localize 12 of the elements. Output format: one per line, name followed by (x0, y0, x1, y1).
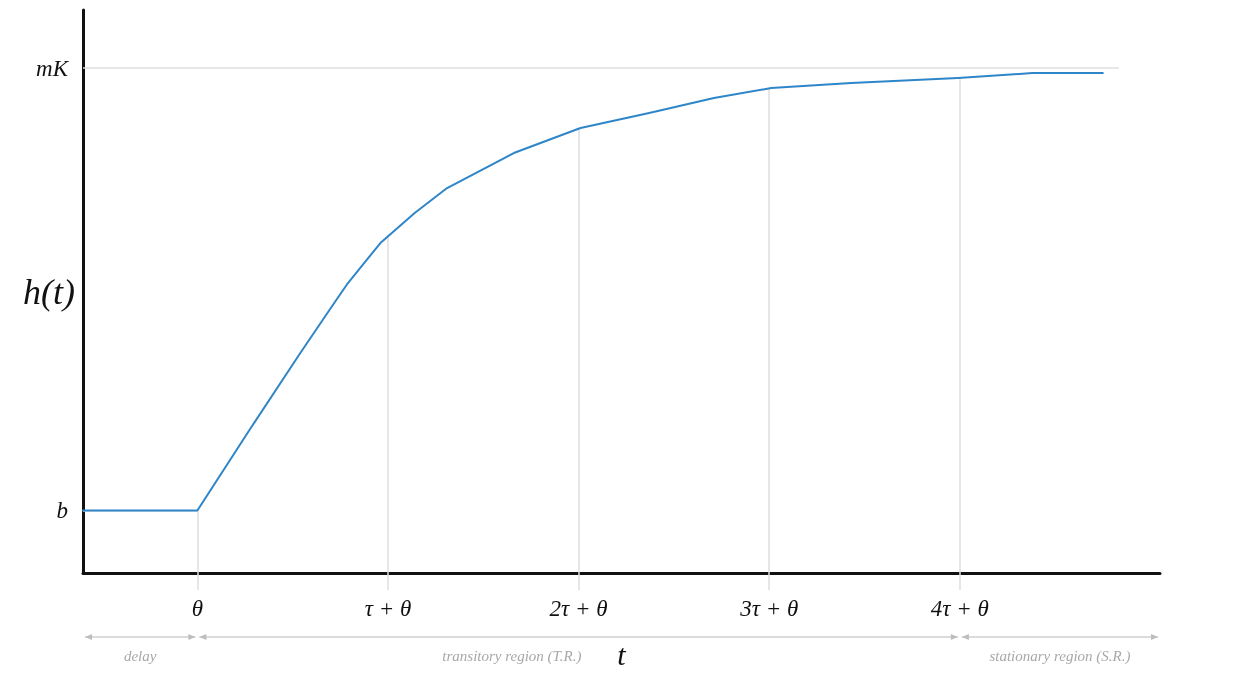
x-tick-label: τ + θ (364, 596, 412, 621)
text: stationary region (S.R.) (989, 647, 1131, 665)
text: transitory region (T.R.) (442, 647, 582, 665)
x-tick-label: 3τ + θ (739, 596, 799, 621)
x-tick-label: 4τ + θ (930, 596, 989, 621)
ref-line-label: b (56, 498, 68, 524)
y-axis-title: h(t) (23, 271, 75, 312)
ref-line-label: mK (36, 55, 70, 81)
x-axis-title: t (617, 637, 627, 671)
text: delay (123, 647, 157, 665)
x-tick-label: θ (191, 596, 204, 621)
x-tick-label: 2τ + θ (549, 596, 608, 621)
